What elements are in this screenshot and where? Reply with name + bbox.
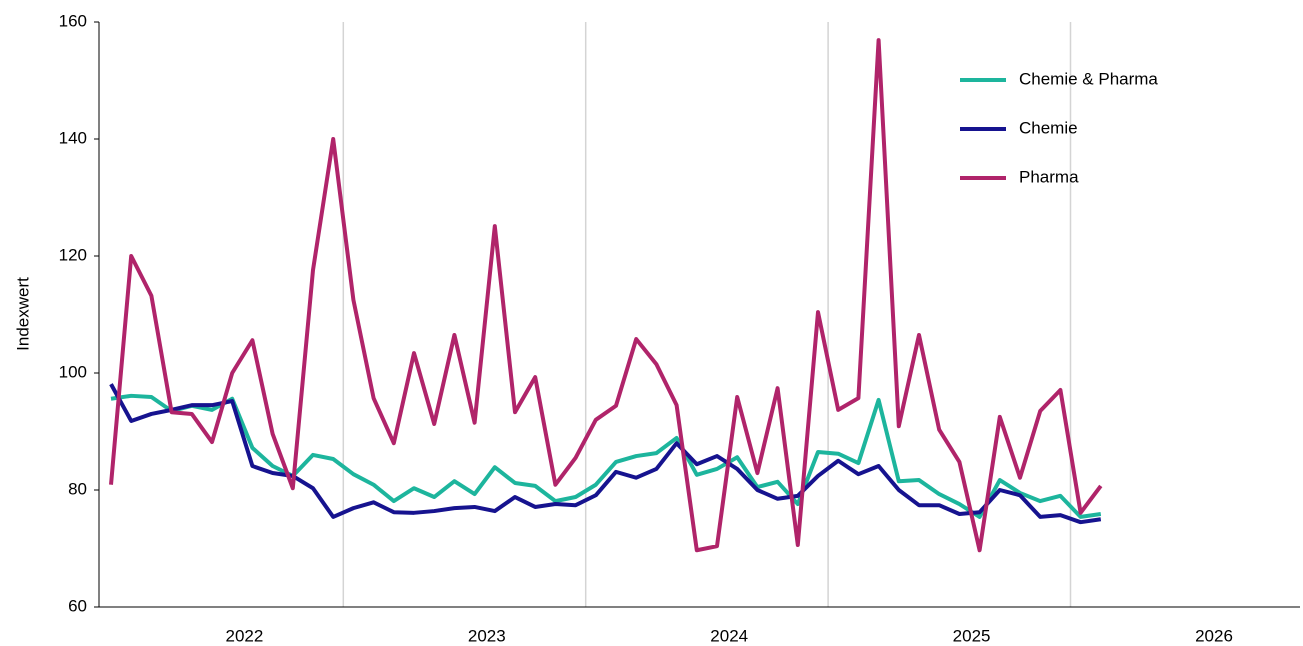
- x-tick-label: 2024: [710, 626, 748, 645]
- line-series: [109, 38, 1103, 553]
- legend-label: Chemie: [1019, 118, 1078, 137]
- y-tick-label: 160: [59, 11, 87, 30]
- y-axis-label: Indexwert: [13, 277, 32, 351]
- y-tick-label: 120: [59, 245, 87, 264]
- x-tick-label: 2026: [1195, 626, 1233, 645]
- y-tick-label: 140: [59, 128, 87, 147]
- legend-label: Pharma: [1019, 167, 1079, 186]
- y-tick-label: 60: [68, 596, 87, 615]
- legend-label: Chemie & Pharma: [1019, 69, 1158, 88]
- y-tick-label: 80: [68, 479, 87, 498]
- x-tick-label: 2022: [225, 626, 263, 645]
- x-tick-label: 2025: [953, 626, 991, 645]
- line-series: [109, 383, 1102, 525]
- line-series: [110, 393, 1102, 519]
- y-tick-label: 100: [59, 362, 87, 381]
- x-tick-label: 2023: [468, 626, 506, 645]
